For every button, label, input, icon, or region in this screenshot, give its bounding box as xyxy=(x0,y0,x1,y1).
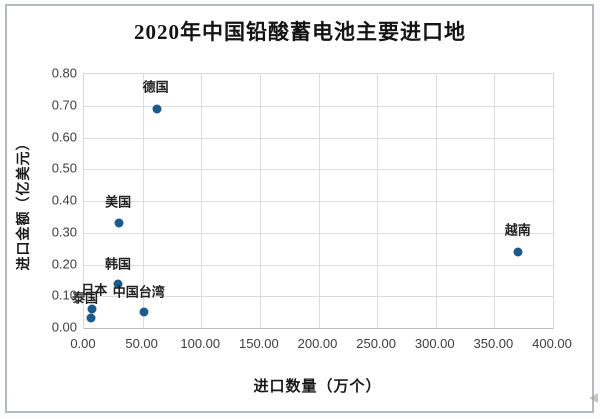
data-point-韩国 xyxy=(113,279,123,289)
x-tick-label: 200.00 xyxy=(297,336,338,351)
x-axis-line xyxy=(84,328,553,329)
data-point-泰国 xyxy=(86,313,96,323)
data-point-美国 xyxy=(114,218,124,228)
y-tick-label: 0.40 xyxy=(51,192,77,208)
chart-title: 2020年中国铅酸蓄电池主要进口地 xyxy=(134,20,466,44)
gridline-horizontal xyxy=(84,169,553,171)
data-point-越南 xyxy=(513,247,523,257)
x-tick-label: 100.00 xyxy=(180,336,221,351)
point-label-德国: 德国 xyxy=(142,79,169,95)
y-axis-title: 进口金额（亿美元） xyxy=(15,135,31,271)
x-tick-label: 350.00 xyxy=(473,336,514,351)
y-tick-label: 0.10 xyxy=(51,287,77,303)
gridline-horizontal xyxy=(84,232,553,234)
data-point-中国台湾 xyxy=(139,307,149,317)
y-tick-label: 0.20 xyxy=(51,256,77,271)
data-point-德国 xyxy=(152,104,162,114)
gridline-horizontal xyxy=(84,137,553,139)
point-label-泰国: 泰国 xyxy=(72,290,99,306)
y-tick-label: 0.50 xyxy=(51,160,77,176)
plot-area: 泰国 日本 韩国 美国中国台湾 德国越南 xyxy=(72,73,554,329)
x-tick-label: 400.00 xyxy=(532,336,572,351)
point-label-日本: 日本 xyxy=(81,282,108,298)
point-label-韩国: 韩国 xyxy=(104,256,132,272)
x-axis-title: 进口数量（万个） xyxy=(253,378,382,395)
gridline-horizontal xyxy=(84,201,553,202)
point-label-美国: 美国 xyxy=(105,194,132,210)
x-tick-label: 300.00 xyxy=(414,336,455,351)
gridline-horizontal xyxy=(84,296,553,298)
y-tick-label: 0.70 xyxy=(51,97,77,113)
gridline-horizontal xyxy=(84,264,553,266)
cursor-artifact xyxy=(589,393,598,403)
point-label-中国台湾: 中国台湾 xyxy=(112,284,165,300)
gridline-horizontal xyxy=(84,105,553,107)
data-point-日本 xyxy=(87,304,97,314)
point-label-越南: 越南 xyxy=(504,222,531,238)
x-tick-label: 250.00 xyxy=(356,336,397,351)
y-tick-label: 0.80 xyxy=(51,65,77,81)
y-tick-label: 0.60 xyxy=(51,129,77,144)
y-tick-label: 0.30 xyxy=(51,224,77,240)
x-tick-label: 50.00 xyxy=(125,336,158,351)
x-tick-label: 150.00 xyxy=(238,336,279,351)
y-tick-label: 0.00 xyxy=(51,319,77,335)
x-tick-label: 0.00 xyxy=(70,336,96,351)
